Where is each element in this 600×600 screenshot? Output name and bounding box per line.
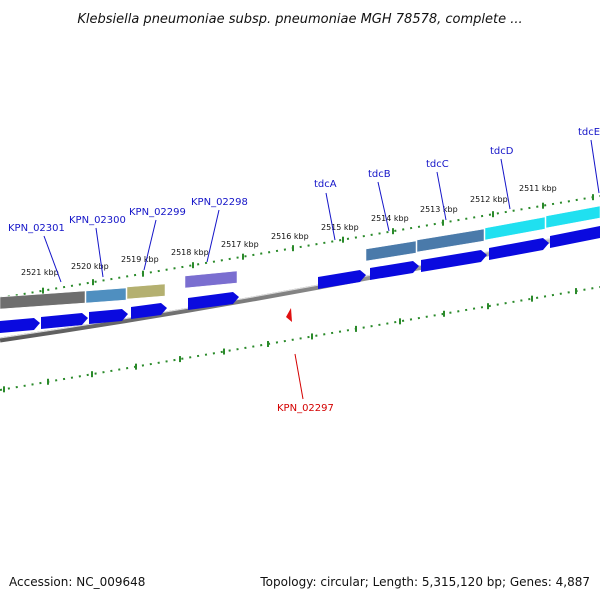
ruler-label: 2514 kbp — [371, 214, 409, 223]
gene-label[interactable]: tdcA — [314, 179, 337, 190]
gene-label[interactable]: tdcB — [368, 169, 391, 180]
cds-arrow[interactable] — [89, 309, 128, 324]
feature-block-tdcc[interactable] — [416, 228, 485, 253]
gene-label[interactable]: KPN_02300 — [69, 215, 126, 226]
ruler-label: 2518 kbp — [171, 248, 209, 257]
cds-arrow[interactable] — [370, 261, 419, 280]
feature-block-kpn-02300[interactable] — [85, 287, 127, 304]
gene-label[interactable]: KPN_02298 — [191, 197, 248, 208]
ruler-label: 2517 kbp — [221, 240, 259, 249]
ruler-label: 2521 kbp — [21, 268, 59, 277]
cds-arrow[interactable] — [318, 270, 366, 289]
ruler-label: 2515 kbp — [321, 223, 359, 232]
genome-summary-text: Topology: circular; Length: 5,315,120 bp… — [259, 575, 590, 589]
gene-label[interactable]: tdcD — [490, 146, 514, 157]
reverse-feature — [286, 308, 292, 322]
map-title: Klebsiella pneumoniae subsp. pneumoniae … — [77, 12, 522, 27]
ruler-label: 2520 kbp — [71, 262, 109, 271]
ruler-labels: 2521 kbp 2520 kbp 2519 kbp 2518 kbp 2517… — [21, 184, 557, 277]
cds-arrow[interactable] — [550, 226, 600, 248]
gene-label[interactable]: tdcC — [426, 159, 449, 170]
cds-arrow[interactable] — [188, 292, 239, 310]
cds-arrow[interactable] — [0, 318, 40, 333]
feature-block-tdce[interactable] — [545, 205, 600, 229]
label-leaders — [43, 139, 600, 400]
ruler-label: 2516 kbp — [271, 232, 309, 241]
ruler-label: 2519 kbp — [121, 255, 159, 264]
feature-block-kpn-02301[interactable] — [0, 290, 86, 310]
ruler-label: 2513 kbp — [420, 205, 458, 214]
inner-ruler — [0, 286, 600, 391]
feature-block-kpn-02298[interactable] — [184, 270, 238, 289]
feature-marker-kpn-02297[interactable] — [286, 308, 292, 322]
ruler-label: 2512 kbp — [470, 195, 508, 204]
cds-arrow[interactable] — [41, 313, 88, 329]
gene-label[interactable]: KPN_02301 — [8, 223, 65, 234]
feature-track — [0, 205, 600, 310]
cds-track — [0, 226, 600, 333]
outer-ruler — [0, 195, 600, 299]
gene-labels: KPN_02301 KPN_02300 KPN_02299 KPN_02298 … — [8, 127, 600, 414]
feature-block-tdcb[interactable] — [365, 240, 417, 262]
gene-label[interactable]: KPN_02299 — [129, 207, 186, 218]
gene-label[interactable]: tdcE — [578, 127, 600, 138]
ruler-major-ticks — [3, 194, 594, 393]
cds-arrow[interactable] — [421, 250, 487, 272]
ruler-label: 2511 kbp — [519, 184, 557, 193]
accession-text: Accession: NC_009648 — [9, 575, 145, 589]
feature-block-tdcd[interactable] — [484, 216, 546, 241]
feature-block-kpn-02299[interactable] — [126, 283, 166, 300]
cds-arrow[interactable] — [489, 238, 549, 260]
cds-arrow[interactable] — [131, 303, 167, 319]
gene-label[interactable]: KPN_02297 — [277, 403, 334, 414]
